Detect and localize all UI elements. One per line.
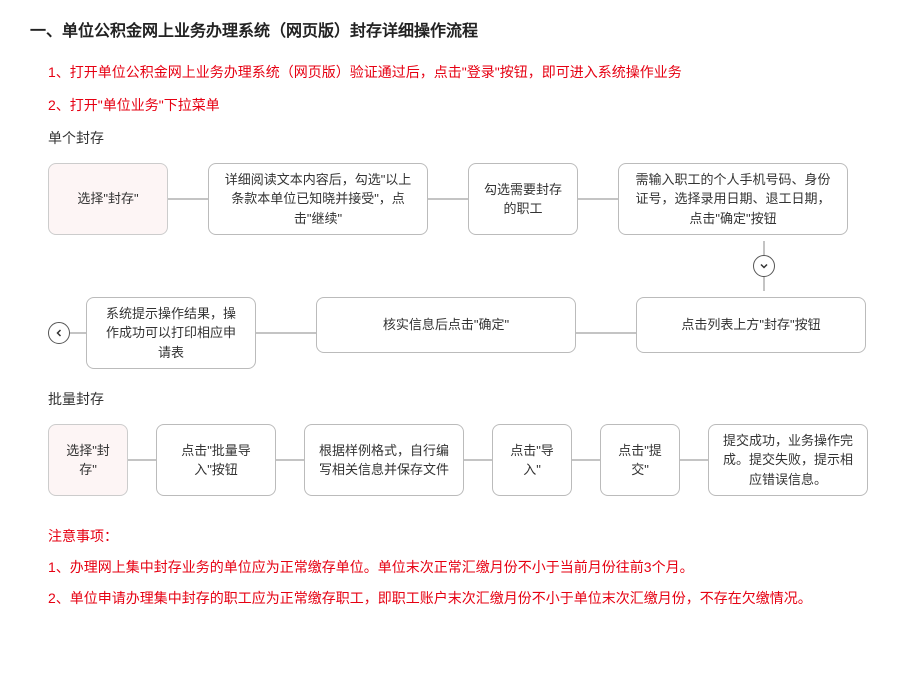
page-title: 一、单位公积金网上业务办理系统（网页版）封存详细操作流程 — [30, 20, 879, 44]
flow-row: 选择"封存" 点击"批量导入"按钮 根据样例格式，自行编写相关信息并保存文件 点… — [48, 424, 879, 496]
flow-connector — [578, 163, 618, 235]
flow-connector — [464, 424, 492, 496]
flow-connector — [576, 297, 636, 369]
flow-row: 系统提示操作结果，操作成功可以打印相应申请表 核实信息后点击"确定" 点击列表上… — [48, 297, 879, 369]
flow-connector — [168, 163, 208, 235]
chevron-down-icon — [753, 255, 775, 277]
flow-connector — [256, 297, 316, 369]
flow-step: 点击"提交" — [600, 424, 680, 496]
flow-step: 点击"导入" — [492, 424, 572, 496]
flow-connector — [763, 277, 765, 291]
flow-step: 点击列表上方"封存"按钮 — [636, 297, 866, 353]
flowchart-batch: 选择"封存" 点击"批量导入"按钮 根据样例格式，自行编写相关信息并保存文件 点… — [30, 424, 879, 496]
flow-connector — [70, 297, 86, 369]
flow-step: 详细阅读文本内容后，勾选"以上条款本单位已知晓并接受"，点击"继续" — [208, 163, 428, 235]
flow-step: 点击"批量导入"按钮 — [156, 424, 276, 496]
notes-title: 注意事项： — [30, 526, 879, 547]
section1-title: 单个封存 — [30, 128, 879, 149]
flow-step: 系统提示操作结果，操作成功可以打印相应申请表 — [86, 297, 256, 369]
flow-step: 需输入职工的个人手机号码、身份证号，选择录用日期、退工日期，点击"确定"按钮 — [618, 163, 848, 235]
flow-step-start: 选择"封存" — [48, 163, 168, 235]
flowchart-single: 选择"封存" 详细阅读文本内容后，勾选"以上条款本单位已知晓并接受"，点击"继续… — [30, 163, 879, 369]
flow-connector — [128, 424, 156, 496]
intro-line-2: 2、打开"单位业务"下拉菜单 — [30, 95, 879, 116]
flow-step: 根据样例格式，自行编写相关信息并保存文件 — [304, 424, 464, 496]
flow-step: 勾选需要封存的职工 — [468, 163, 578, 235]
intro-line-1: 1、打开单位公积金网上业务办理系统（网页版）验证通过后，点击"登录"按钮，即可进… — [30, 62, 879, 83]
notes-line-1: 1、办理网上集中封存业务的单位应为正常缴存单位。单位末次正常汇缴月份不小于当前月… — [30, 557, 879, 578]
flow-connector — [680, 424, 708, 496]
chevron-left-icon — [48, 322, 70, 344]
flow-step: 提交成功，业务操作完成。提交失败，提示相应错误信息。 — [708, 424, 868, 496]
flow-step: 核实信息后点击"确定" — [316, 297, 576, 353]
flow-connector — [763, 241, 765, 255]
flow-connector-vertical-wrap — [48, 235, 879, 297]
flow-connector — [572, 424, 600, 496]
flow-row: 选择"封存" 详细阅读文本内容后，勾选"以上条款本单位已知晓并接受"，点击"继续… — [48, 163, 879, 235]
flow-connector — [276, 424, 304, 496]
flow-step-start: 选择"封存" — [48, 424, 128, 496]
section2-title: 批量封存 — [30, 389, 879, 410]
flow-connector — [428, 163, 468, 235]
notes-line-2: 2、单位申请办理集中封存的职工应为正常缴存职工，即职工账户末次汇缴月份不小于单位… — [30, 588, 879, 609]
